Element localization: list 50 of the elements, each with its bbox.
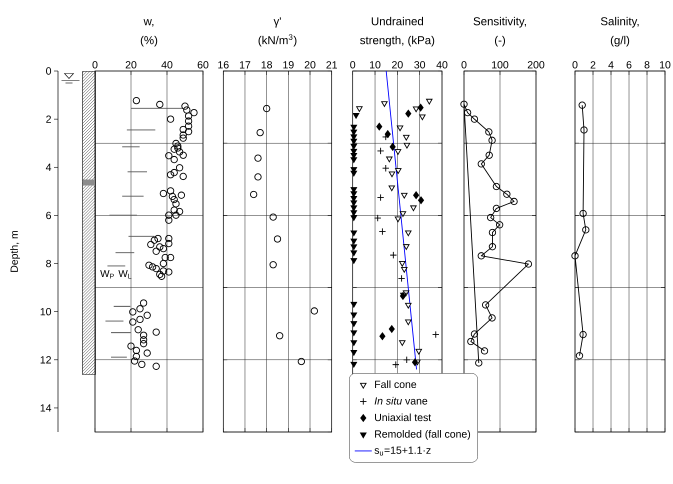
x-tick-label: 6	[626, 61, 632, 68]
chart-title: γ'	[274, 17, 281, 28]
x-tick-label: 2	[590, 61, 596, 68]
annotation: W$_{P}$	[100, 270, 114, 278]
x-tick-label: 8	[644, 61, 650, 68]
chart-title: Salinity,	[600, 16, 639, 28]
x-tick-label: 20	[392, 61, 403, 68]
y-tick-label: 8	[46, 260, 52, 268]
x-tick-label: 0	[350, 61, 356, 68]
x-tick-label: 20	[304, 61, 316, 68]
chart-title: Undrained	[372, 16, 424, 26]
x-tick-label: 100	[492, 61, 508, 68]
x-tick-label: 20	[126, 61, 136, 68]
legend-label: Fall cone	[375, 380, 416, 388]
y-tick-label: 12	[40, 356, 51, 364]
x-tick-label: 40	[436, 61, 448, 68]
y-tick-label: 4	[46, 164, 52, 171]
chart-subtitle: strength, (kPa)	[360, 36, 434, 47]
x-tick-label: 40	[161, 61, 172, 68]
y-tick-label: 10	[40, 308, 52, 316]
chart-subtitle: (g/l)	[610, 36, 630, 47]
y-tick-label: 0	[46, 67, 52, 75]
x-tick-label: 200	[528, 61, 544, 68]
x-tick-label: 10	[660, 61, 670, 68]
chart-title: w,	[144, 19, 154, 27]
chart-subtitle: (kN/m$^{3}$)	[258, 34, 296, 47]
y-tick-label: 14	[40, 404, 52, 412]
legend-label: Remolded (fall cone)	[375, 430, 470, 440]
x-tick-label: 0	[92, 61, 98, 68]
x-tick-label: 30	[414, 61, 426, 68]
x-tick-label: 0	[572, 61, 578, 68]
chart-title: Sensitivity,	[474, 16, 526, 28]
x-tick-label: 16	[218, 61, 229, 68]
chart-subtitle: (%)	[140, 36, 158, 47]
x-tick-label: 19	[283, 61, 294, 68]
x-tick-label: 60	[198, 61, 208, 68]
x-tick-label: 10	[370, 61, 380, 68]
y-axis-title: Depth, m	[10, 230, 20, 272]
y-tick-label: 2	[46, 115, 51, 123]
x-tick-label: 0	[462, 61, 467, 68]
x-tick-label: 18	[262, 61, 272, 68]
y-tick-label: 6	[46, 212, 52, 220]
x-tick-label: 21	[326, 61, 337, 68]
annotation: W$_{L}$	[118, 270, 132, 278]
x-tick-label: 17	[240, 61, 250, 68]
legend-label: In situ vane	[374, 396, 428, 405]
legend-label: Uniaxial test	[375, 413, 432, 422]
chart-subtitle: (-)	[494, 36, 506, 47]
legend-label: s$_{u}$=15+1.1·z	[374, 446, 431, 456]
x-tick-label: 4	[608, 61, 614, 68]
